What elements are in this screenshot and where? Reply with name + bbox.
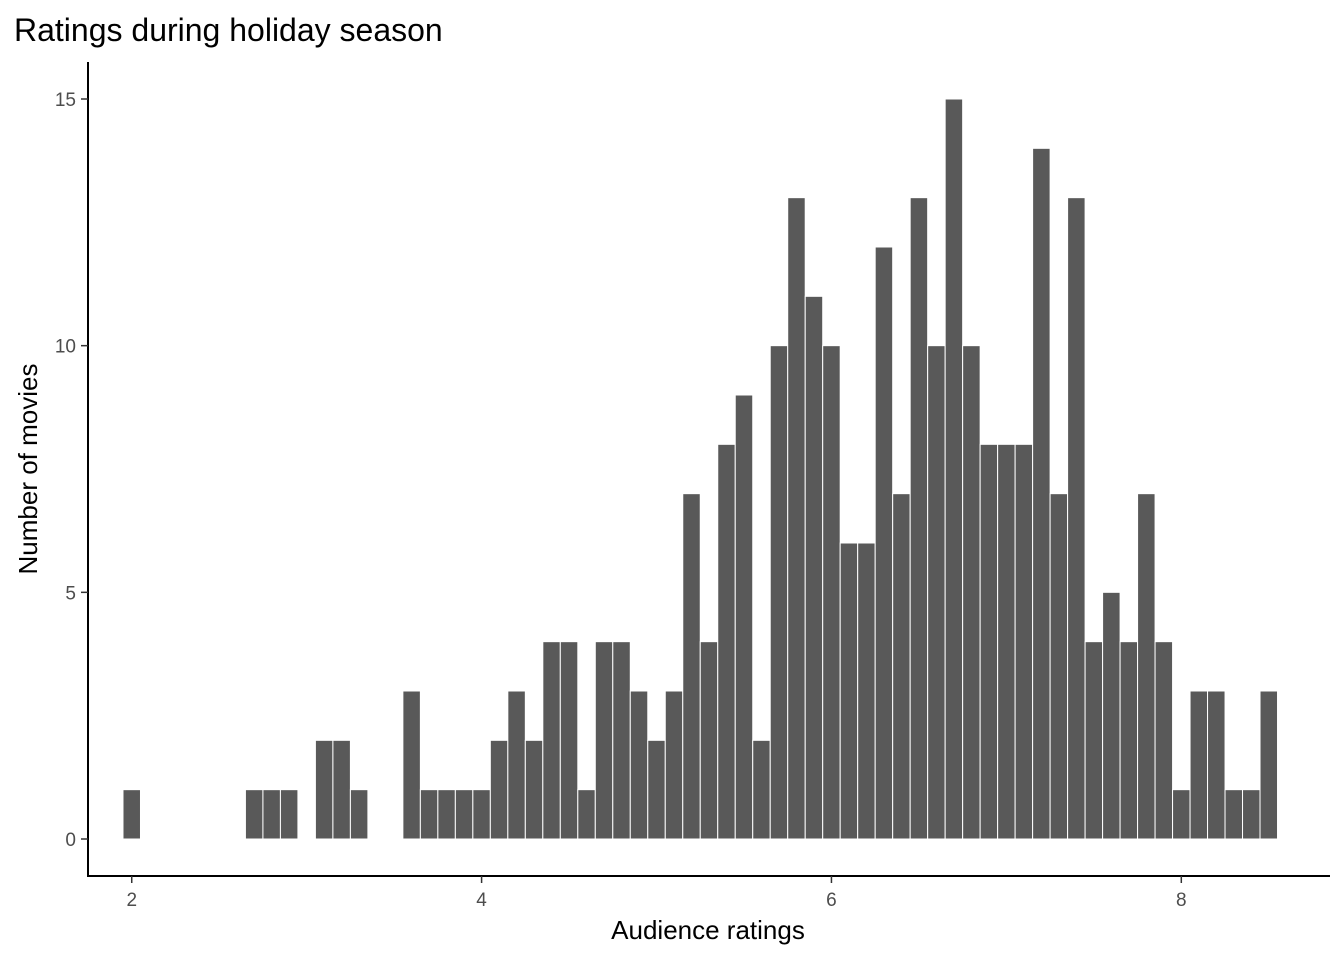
bar-group: [122, 98, 1279, 840]
x-axis-ticks: 2 4 6 8: [126, 876, 1187, 911]
histogram-bar: [489, 739, 509, 840]
histogram-bar: [437, 789, 456, 840]
histogram-bar: [524, 739, 544, 840]
histogram-bar: [769, 345, 789, 840]
y-tick-label: 10: [55, 337, 76, 358]
histogram-bar: [314, 739, 334, 840]
histogram-bar: [857, 542, 876, 840]
histogram-bar: [682, 493, 701, 840]
histogram-bar: [839, 542, 859, 840]
histogram-bar: [1119, 641, 1139, 840]
histogram-bar: [577, 789, 596, 840]
histogram-bar: [1172, 789, 1191, 840]
histogram-bar: [1084, 641, 1104, 840]
histogram-bar: [542, 641, 561, 840]
histogram-bar: [1259, 690, 1279, 840]
histogram-bar: [332, 739, 351, 840]
x-tick-label: 6: [826, 890, 837, 911]
histogram-bar: [244, 789, 264, 840]
histogram-bar: [454, 789, 474, 840]
histogram-bar: [122, 789, 141, 840]
y-tick-label: 0: [65, 830, 76, 851]
histogram-bar: [262, 789, 281, 840]
histogram-bar: [1154, 641, 1174, 840]
histogram-bar: [1067, 197, 1086, 840]
histogram-bar: [1189, 690, 1209, 840]
histogram-bar: [1242, 789, 1261, 840]
y-axis-title: Number of movies: [13, 364, 43, 575]
histogram-bar: [962, 345, 981, 840]
histogram-bar: [822, 345, 841, 840]
y-tick-label: 5: [65, 583, 76, 604]
histogram-bar: [594, 641, 614, 840]
histogram-bar: [559, 641, 579, 840]
x-axis-title: Audience ratings: [611, 915, 805, 945]
histogram-bar: [612, 641, 631, 840]
histogram-bar: [629, 690, 649, 840]
histogram-bar: [979, 443, 999, 840]
histogram-bar: [699, 641, 719, 840]
histogram-bar: [507, 690, 526, 840]
histogram-bar: [717, 443, 736, 840]
histogram-bar: [927, 345, 946, 840]
histogram-bar: [664, 690, 684, 840]
histogram-bar: [1049, 493, 1069, 840]
histogram-bar: [874, 246, 894, 840]
histogram-bar: [349, 789, 369, 840]
histogram-bar: [909, 197, 929, 840]
histogram-bar: [997, 443, 1016, 840]
histogram-bar: [804, 295, 824, 840]
x-tick-label: 4: [476, 890, 487, 911]
histogram-bar: [1032, 147, 1051, 840]
histogram-bar: [1207, 690, 1226, 840]
chart-title: Ratings during holiday season: [14, 12, 443, 48]
histogram-bar: [892, 493, 911, 840]
histogram-bar: [944, 98, 964, 840]
histogram-bar: [1014, 443, 1034, 840]
histogram-bar: [1137, 493, 1156, 840]
x-tick-label: 2: [126, 890, 137, 911]
histogram-bar: [752, 739, 771, 840]
histogram-bar: [787, 197, 806, 840]
histogram-bar: [402, 690, 421, 840]
histogram-bar: [647, 739, 666, 840]
histogram-bar: [1102, 591, 1121, 840]
histogram-bar: [279, 789, 299, 840]
histogram-bar: [734, 394, 754, 840]
x-tick-label: 8: [1176, 890, 1187, 911]
y-tick-label: 15: [55, 90, 76, 111]
histogram-bar: [419, 789, 439, 840]
y-axis-ticks: 0 5 10 15: [55, 90, 88, 851]
histogram-bar: [472, 789, 491, 840]
histogram-bar: [1224, 789, 1244, 840]
